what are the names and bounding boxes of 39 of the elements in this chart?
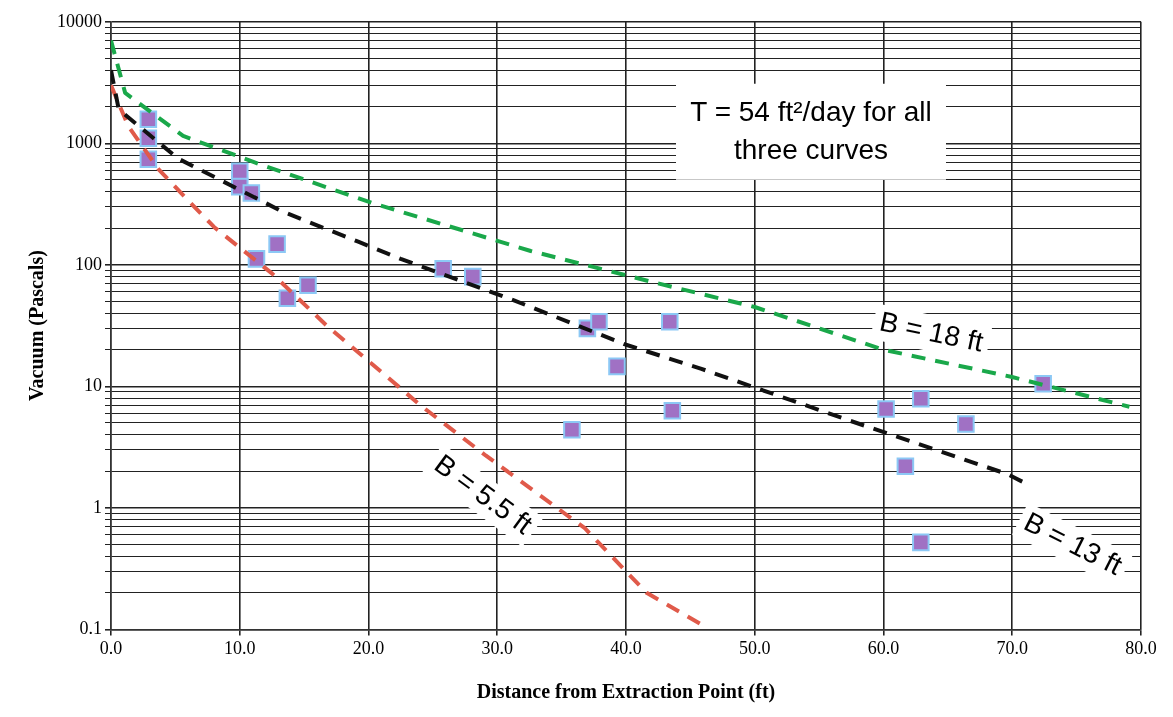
x-tick-label: 60.0 bbox=[867, 637, 900, 658]
point bbox=[563, 420, 581, 439]
point bbox=[278, 289, 297, 308]
point bbox=[608, 357, 626, 376]
y-tick-label: 0.1 bbox=[79, 618, 102, 639]
point bbox=[139, 110, 158, 128]
x-tick-label: 20.0 bbox=[352, 637, 385, 658]
text: B = 13 ft bbox=[1019, 505, 1128, 581]
y-tick-label: 10 bbox=[84, 375, 102, 396]
x-tick-label: 50.0 bbox=[739, 637, 771, 658]
point bbox=[877, 400, 895, 418]
point bbox=[663, 401, 682, 420]
point bbox=[268, 235, 286, 253]
x-tick-label: 80.0 bbox=[1125, 637, 1157, 658]
point bbox=[661, 313, 679, 331]
point bbox=[299, 276, 317, 294]
x-tick-label: 10.0 bbox=[224, 637, 256, 658]
y-tick-label: 1000 bbox=[66, 132, 102, 153]
point bbox=[896, 457, 915, 476]
point bbox=[434, 259, 452, 278]
x-tick-label: 40.0 bbox=[610, 637, 642, 658]
y-axis-title: Vacuum (Pascals) bbox=[25, 250, 49, 402]
annotation: T = 54 ft²/day for all three curves bbox=[690, 95, 932, 165]
text: B = 5.5 ft bbox=[429, 448, 539, 540]
point bbox=[957, 415, 975, 433]
point bbox=[464, 267, 482, 286]
x-tick-label: 70.0 bbox=[996, 637, 1028, 658]
y-tick-label: 100 bbox=[75, 253, 102, 274]
point bbox=[230, 162, 249, 180]
line-series bbox=[111, 38, 1132, 409]
text: B = 18 ft bbox=[876, 305, 987, 358]
y-tick-label: 10000 bbox=[57, 10, 102, 31]
x-axis-title: Distance from Extraction Point (ft) bbox=[476, 680, 776, 704]
x-tick-label: 0.0 bbox=[99, 637, 123, 658]
x-tick-label: 30.0 bbox=[481, 637, 513, 658]
point bbox=[590, 313, 608, 331]
point bbox=[912, 390, 930, 408]
y-tick-label: 1 bbox=[93, 496, 102, 517]
point bbox=[912, 533, 930, 552]
